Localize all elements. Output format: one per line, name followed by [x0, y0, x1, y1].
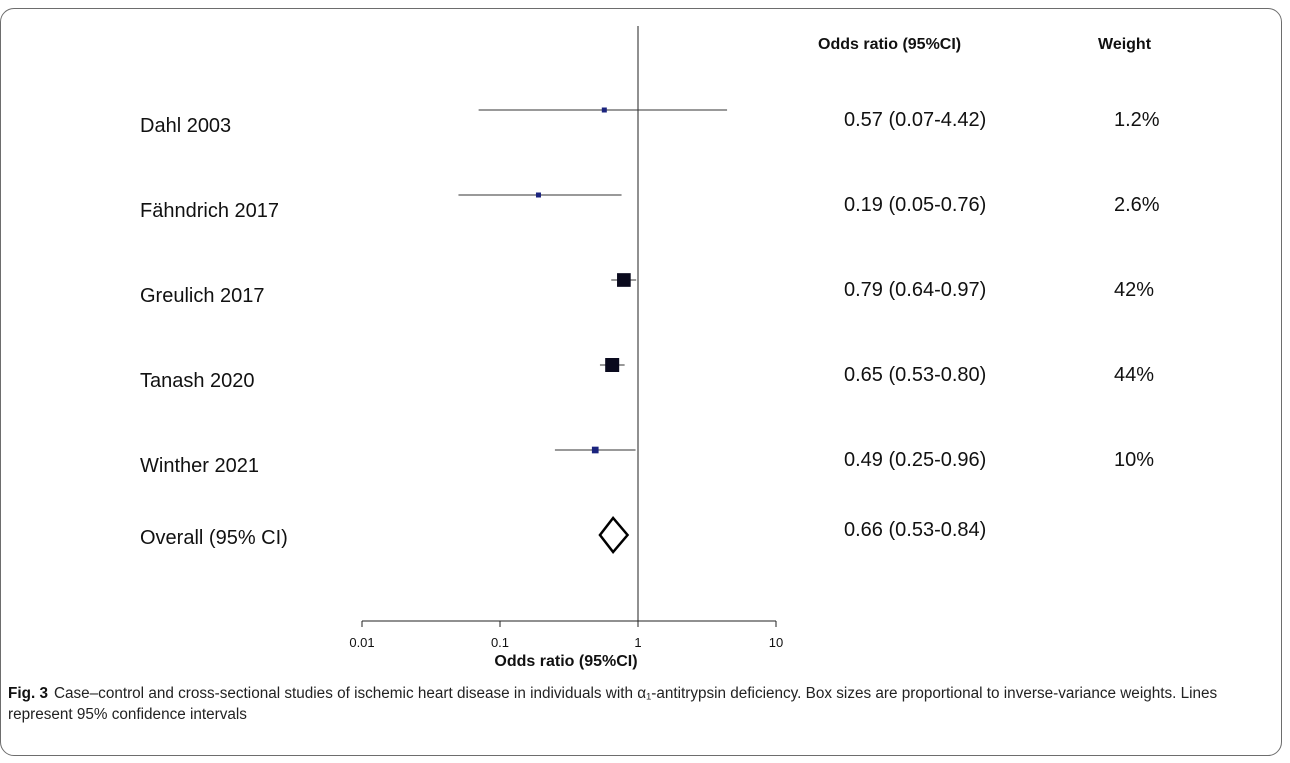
- overall-label: Overall (95% CI): [140, 527, 288, 549]
- caption-text: Case–control and cross-sectional studies…: [8, 685, 1218, 723]
- study-label: Dahl 2003: [140, 115, 231, 137]
- forest-plot: Odds ratio (95%CI) Weight Dahl 2003 0.57 …: [140, 26, 1160, 670]
- weight-value: 1.2%: [1114, 109, 1160, 131]
- odds-ratio-value: 0.19 (0.05-0.76): [844, 194, 986, 216]
- x-tick-label: 1: [634, 635, 641, 650]
- study-marker: [617, 273, 631, 287]
- x-axis-title: Odds ratio (95%CI): [494, 653, 637, 670]
- study-label: Winther 2021: [140, 455, 259, 477]
- x-tick-label: 0.1: [491, 635, 509, 650]
- odds-ratio-column-header: Odds ratio (95%CI): [818, 36, 961, 53]
- figure-label: Fig. 3: [8, 685, 48, 702]
- study-marker: [591, 446, 599, 454]
- study-label: Tanash 2020: [140, 370, 255, 392]
- study-label: Fähndrich 2017: [140, 200, 279, 222]
- overall-diamond: [598, 516, 630, 554]
- x-tick-label: 0.01: [349, 635, 374, 650]
- weight-value: 2.6%: [1114, 194, 1160, 216]
- odds-ratio-value: 0.79 (0.64-0.97): [844, 279, 986, 301]
- study-marker: [605, 358, 620, 372]
- weight-column-header: Weight: [1098, 36, 1152, 53]
- study-label: Greulich 2017: [140, 285, 265, 307]
- x-tick-label: 10: [769, 635, 783, 650]
- odds-ratio-value: 0.65 (0.53-0.80): [844, 364, 986, 386]
- study-marker: [535, 192, 541, 198]
- weight-value: 42%: [1114, 279, 1154, 301]
- figure-caption: Fig. 3 Case–control and cross-sectional s…: [8, 683, 1278, 725]
- weight-value: 44%: [1114, 364, 1154, 386]
- study-marker: [601, 107, 607, 113]
- weight-value: 10%: [1114, 449, 1154, 471]
- odds-ratio-value: 0.49 (0.25-0.96): [844, 449, 986, 471]
- odds-ratio-value: 0.57 (0.07-4.42): [844, 109, 986, 131]
- overall-odds-ratio-value: 0.66 (0.53-0.84): [844, 519, 986, 541]
- figure-frame: [0, 8, 1282, 756]
